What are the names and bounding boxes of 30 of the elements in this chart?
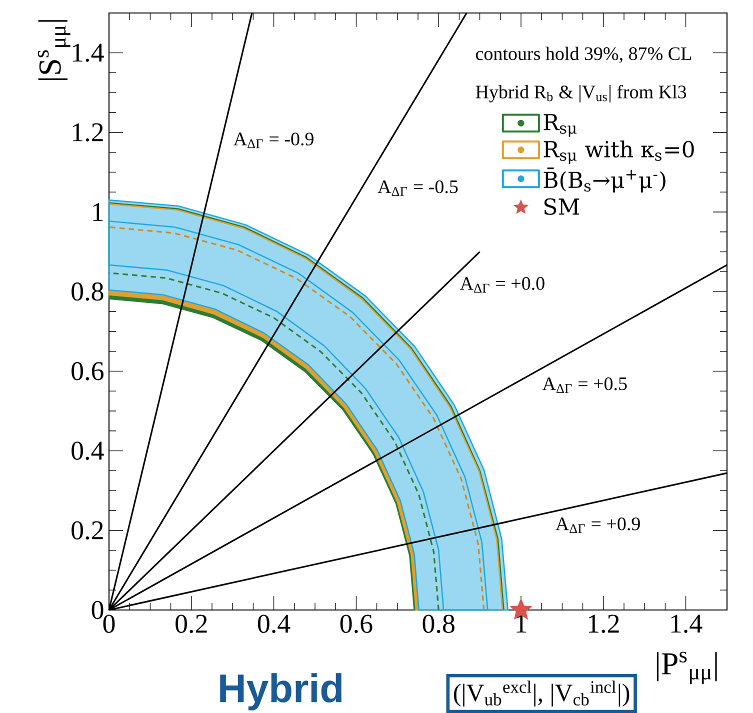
- x-tick-label: 0.8: [422, 614, 454, 634]
- legend-label: B̄(B$_{s}$→μ$^{+}$μ$^{-}$): [544, 168, 666, 193]
- legend-label: SM: [544, 198, 580, 215]
- annotation: Hybrid R$_{b}$ & |V$_{us}$| from Kl3: [476, 84, 686, 102]
- y-tick-label: 0.6: [72, 362, 104, 380]
- text: Hybrid: [220, 673, 342, 710]
- y-tick-label: 0.2: [72, 521, 103, 540]
- x-tick-label: 1.2: [588, 614, 619, 633]
- x-tick-label: 1: [516, 614, 526, 633]
- annotation: A$_{ΔΓ}$ = +0.0: [460, 277, 544, 293]
- x-axis-title: |P$^{s}$$_{μμ}$|: [656, 652, 717, 684]
- x-tick-label: 0.2: [176, 614, 207, 634]
- annotation: contours hold 39%, 87% CL: [476, 46, 692, 63]
- legend-label: R$_{sμ}$ with κ$_{s}$=0: [544, 140, 694, 164]
- x-tick-label: 0.6: [340, 614, 372, 634]
- y-tick-label: 0: [92, 600, 104, 620]
- x-tick-label: 1.4: [671, 614, 702, 633]
- y-tick-label: 1: [93, 203, 103, 221]
- annotation: A$_{ΔΓ}$ = +0.9: [556, 517, 640, 533]
- legend-label: R$_{sμ}$: [544, 114, 577, 137]
- annotation: A$_{ΔΓ}$ = +0.5: [542, 377, 627, 393]
- x-tick-label: 0.4: [258, 614, 290, 634]
- y-tick-label: 0.4: [72, 442, 104, 460]
- text: (|V$_{ub}$$^{excl}$|, |V$_{cb}$$^{incl}$|): [454, 680, 630, 707]
- y-tick-label: 1.2: [72, 123, 103, 142]
- annotation: A$_{ΔΓ}$ = -0.5: [378, 180, 458, 196]
- y-axis-title: |S$^{s}$$_{μμ}$|: [38, 20, 70, 80]
- annotation: A$_{ΔΓ}$ = -0.9: [234, 132, 314, 148]
- y-tick-label: 0.8: [72, 282, 104, 301]
- y-tick-label: 1.4: [72, 44, 104, 62]
